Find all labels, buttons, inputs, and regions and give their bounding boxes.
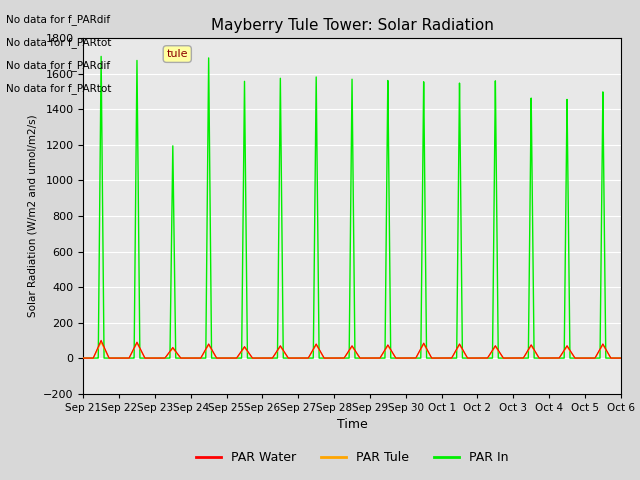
- Text: No data for f_PARdif: No data for f_PARdif: [6, 60, 111, 72]
- Y-axis label: Solar Radiation (W/m2 and umol/m2/s): Solar Radiation (W/m2 and umol/m2/s): [28, 115, 37, 317]
- Text: tule: tule: [166, 49, 188, 59]
- Text: No data for f_PARtot: No data for f_PARtot: [6, 84, 112, 95]
- Legend: PAR Water, PAR Tule, PAR In: PAR Water, PAR Tule, PAR In: [191, 446, 513, 469]
- X-axis label: Time: Time: [337, 418, 367, 431]
- Text: No data for f_PARtot: No data for f_PARtot: [6, 37, 112, 48]
- Text: No data for f_PARdif: No data for f_PARdif: [6, 14, 111, 25]
- Title: Mayberry Tule Tower: Solar Radiation: Mayberry Tule Tower: Solar Radiation: [211, 18, 493, 33]
